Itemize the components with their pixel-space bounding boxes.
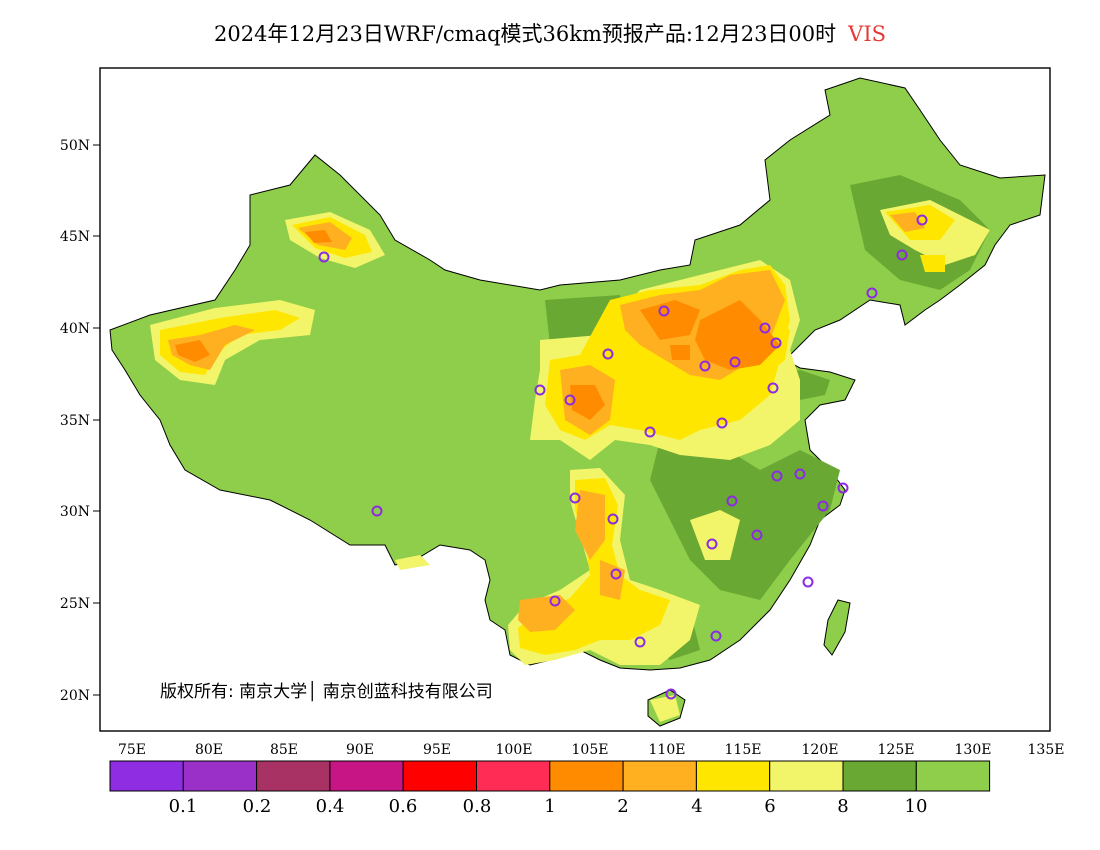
- city-marker: [802, 576, 814, 588]
- legend-swatch: [476, 760, 551, 792]
- city-marker: [610, 568, 622, 580]
- city-marker: [549, 595, 561, 607]
- legend-label: 0.2: [243, 796, 272, 817]
- city-marker: [665, 688, 677, 700]
- legend-label: 0.8: [463, 796, 492, 817]
- x-tick-label: 75E: [118, 742, 146, 758]
- legend-swatch: [402, 760, 478, 792]
- legend-label: 10: [905, 796, 928, 817]
- legend-colorbar: [109, 760, 991, 792]
- taiwan-island: [823, 599, 851, 656]
- city-marker: [794, 468, 806, 480]
- x-tick-label: 110E: [649, 742, 686, 758]
- y-tick-label: 45N: [60, 229, 90, 245]
- map-layers: [109, 77, 1046, 727]
- x-tick-label: 95E: [423, 742, 451, 758]
- legend-swatch: [695, 760, 771, 792]
- city-marker: [644, 426, 656, 438]
- city-marker: [634, 636, 646, 648]
- city-marker: [770, 337, 782, 349]
- x-tick-label: 120E: [802, 742, 839, 758]
- city-marker: [916, 214, 928, 226]
- city-marker: [817, 500, 829, 512]
- city-marker: [837, 482, 849, 494]
- x-axis: 75E 80E 85E 90E 95E 100E 105E 110E 115E …: [118, 742, 1065, 758]
- city-marker: [767, 382, 779, 394]
- city-marker: [607, 513, 619, 525]
- legend-swatch: [329, 760, 404, 792]
- legend-label: 0.1: [169, 796, 198, 817]
- city-marker: [602, 348, 614, 360]
- city-marker: [564, 394, 576, 406]
- legend-swatch: [256, 760, 331, 792]
- y-tick-label: 50N: [60, 138, 90, 154]
- city-marker: [726, 495, 738, 507]
- city-marker: [371, 505, 383, 517]
- legend-labels: 0.1 0.2 0.4 0.6 0.8 1 2 4 6 8 10: [169, 796, 928, 817]
- legend-swatch: [109, 760, 184, 792]
- city-marker: [751, 529, 763, 541]
- copyright-text: 版权所有: 南京大学│ 南京创蓝科技有限公司: [160, 681, 493, 702]
- legend-swatch: [915, 760, 991, 792]
- city-marker: [896, 249, 908, 261]
- legend-label: 8: [837, 796, 848, 817]
- legend-label: 6: [764, 796, 775, 817]
- city-marker: [318, 251, 330, 263]
- x-tick-label: 105E: [572, 742, 609, 758]
- map-title: 2024年12月23日WRF/cmaq模式36km预报产品:12月23日00时 V…: [0, 18, 1100, 48]
- x-tick-label: 80E: [195, 742, 223, 758]
- city-marker: [699, 360, 711, 372]
- y-axis: 50N 45N 40N 35N 30N 25N 20N: [60, 138, 100, 704]
- y-tick-label: 35N: [60, 413, 90, 429]
- x-tick-label: 90E: [346, 742, 374, 758]
- legend-swatch: [842, 760, 917, 792]
- city-markers: [318, 214, 928, 700]
- title-variable: VIS: [848, 22, 887, 46]
- legend-swatch: [182, 760, 258, 792]
- plot-frame: [99, 67, 1051, 732]
- city-marker: [716, 417, 728, 429]
- x-tick-label: 85E: [270, 742, 298, 758]
- legend-label: 0.4: [316, 796, 345, 817]
- city-marker: [729, 356, 741, 368]
- legend-swatch: [622, 760, 697, 792]
- legend-label: 0.6: [389, 796, 418, 817]
- city-marker: [706, 538, 718, 550]
- y-tick-label: 40N: [60, 321, 90, 337]
- y-tick-label: 25N: [60, 596, 90, 612]
- x-tick-label: 125E: [878, 742, 915, 758]
- legend-swatch: [769, 760, 844, 792]
- city-marker: [658, 305, 670, 317]
- y-tick-label: 20N: [60, 688, 90, 704]
- legend-label: 2: [617, 796, 628, 817]
- city-marker: [534, 384, 546, 396]
- city-marker: [771, 470, 783, 482]
- x-tick-label: 100E: [496, 742, 533, 758]
- vis-orange-zones: [175, 230, 780, 420]
- city-marker: [710, 630, 722, 642]
- city-marker: [759, 322, 771, 334]
- city-marker: [866, 287, 878, 299]
- title-text: 2024年12月23日WRF/cmaq模式36km预报产品:12月23日00时: [213, 22, 837, 46]
- x-tick-label: 130E: [955, 742, 992, 758]
- legend-label: 4: [691, 796, 702, 817]
- y-tick-label: 30N: [60, 504, 90, 520]
- x-tick-label: 115E: [725, 742, 762, 758]
- city-marker: [569, 492, 581, 504]
- x-tick-label: 135E: [1028, 742, 1065, 758]
- legend-swatch: [549, 760, 624, 792]
- legend-label: 1: [544, 796, 555, 817]
